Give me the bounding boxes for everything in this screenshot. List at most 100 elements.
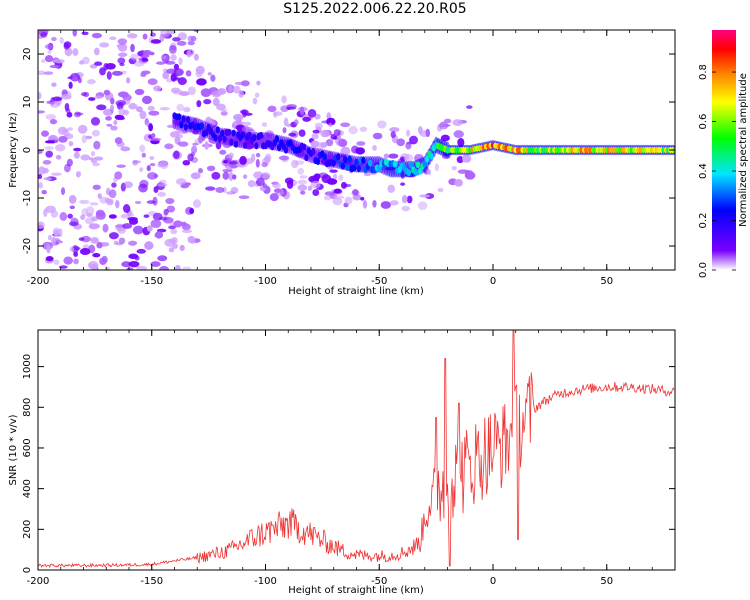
spectrogram-noise-cell (241, 125, 250, 134)
spectrogram-noise-cell (103, 89, 111, 96)
spectrogram-noise-cell (148, 123, 153, 132)
spectrogram-noise-cell (157, 183, 168, 187)
spectrogram-noise-cell (173, 150, 180, 159)
spectrogram-ridge-cell (352, 164, 357, 172)
spectrogram-noise-cell (176, 40, 187, 46)
spectrogram-noise-cell (409, 135, 419, 145)
spectrogram-noise-cell (77, 124, 88, 134)
spectrogram-noise-cell (333, 195, 345, 200)
spectrogram-noise-cell (134, 255, 140, 261)
spectrogram-noise-cell (140, 72, 147, 77)
spectrogram-ridge-cell (315, 157, 321, 165)
x-tick-label: -150 (140, 576, 163, 587)
spectrogram-noise-cell (40, 31, 48, 38)
spectrogram-noise-cell (203, 99, 212, 105)
spectrogram-noise-cell (73, 258, 79, 265)
snr-marks (38, 330, 675, 569)
spectrogram-noise-cell (454, 179, 463, 187)
spectrogram-noise-cell (81, 31, 89, 36)
spectrogram-noise-cell (73, 147, 82, 152)
spectrogram-noise-cell (297, 184, 308, 191)
spectrogram-noise-cell (147, 172, 158, 180)
spectrogram-noise-cell (79, 60, 85, 65)
spectrogram-noise-cell (41, 130, 50, 137)
spectrogram-noise-cell (53, 259, 60, 265)
spectrogram-noise-cell (232, 113, 244, 121)
spectrogram-noise-cell (71, 76, 78, 81)
spectrogram-noise-cell (310, 140, 320, 148)
spectrogram-noise-cell (108, 189, 117, 199)
spectrogram-noise-cell (178, 141, 189, 147)
spectrogram-ridge-cell (361, 156, 366, 164)
spectrogram-noise-cell (149, 163, 156, 167)
spectrogram-ridge-cell (345, 164, 350, 172)
spectrogram-noise-cell (250, 153, 256, 162)
spectrogram-noise-cell (90, 116, 101, 126)
spectrogram-noise-cell (174, 264, 181, 270)
spectrogram-ridge-cell (340, 162, 346, 170)
spectrogram-noise-cell (332, 173, 338, 180)
spectrogram-noise-cell (41, 58, 46, 64)
spectrogram-ridge-cell (185, 116, 191, 124)
spectrogram-noise-cell (64, 163, 71, 173)
spectrogram-noise-cell (288, 132, 297, 137)
spectrogram-noise-cell (58, 228, 63, 238)
spectrogram-noise-cell (128, 240, 138, 246)
spectrogram-noise-cell (191, 145, 198, 154)
spectrogram-ridge-cell (229, 138, 234, 146)
spectrogram-noise-cell (187, 153, 194, 162)
spectrogram-noise-cell (342, 183, 352, 188)
spectrogram-noise-cell (338, 174, 344, 181)
spectrogram-noise-cell (329, 169, 338, 173)
spectrogram-noise-cell (109, 36, 117, 41)
spectrogram-noise-cell (47, 234, 52, 241)
spectrogram-noise-cell (142, 33, 148, 40)
spectrogram-noise-cell (190, 172, 201, 180)
spectrogram-noise-cell (348, 125, 358, 135)
x-tick-label: -200 (27, 576, 50, 587)
spectrogram-noise-cell (273, 188, 282, 193)
spectrogram-noise-cell (380, 201, 392, 209)
spectrogram-noise-cell (181, 229, 193, 234)
spectrogram-noise-cell (62, 131, 71, 137)
colorbar-scale (712, 30, 736, 270)
spectrogram-noise-cell (120, 146, 131, 152)
spectrogram-noise-cell (255, 158, 260, 168)
spectrogram-ridge-cell (283, 146, 289, 154)
spectrogram-noise-cell (307, 185, 313, 191)
spectrogram-ridge-cell (181, 115, 186, 123)
spectrogram-noise-cell (159, 107, 170, 111)
spectrogram-noise-cell (141, 95, 152, 105)
spectrogram-noise-cell (168, 225, 176, 230)
spectrogram-noise-cell (179, 244, 185, 252)
spectrogram-noise-cell (195, 69, 203, 78)
spectrogram-noise-cell (147, 78, 158, 86)
spectrogram-noise-cell (180, 183, 190, 189)
spectrogram-noise-cell (175, 178, 187, 185)
spectrogram-noise-cell (126, 77, 131, 84)
colorbar-label: Normalized spectral amplitude (738, 73, 749, 227)
x-tick-label: 0 (490, 276, 496, 287)
spectrogram-noise-cell (333, 129, 341, 136)
spectrogram-noise-cell (291, 159, 299, 169)
spectrogram-noise-cell (222, 168, 233, 173)
spectrogram-noise-cell (138, 183, 148, 193)
spectrogram-noise-cell (91, 32, 103, 39)
spectrogram-noise-cell (403, 153, 414, 162)
spectrogram-noise-cell (68, 194, 77, 204)
snr-x-axis-label: Height of straight line (km) (288, 585, 424, 596)
spectrogram-noise-cell (137, 57, 143, 62)
spectrogram-noise-cell (54, 59, 65, 64)
spectrogram-ridge-cell (215, 126, 220, 134)
spectrogram-noise-cell (311, 133, 319, 140)
spectrogram-noise-cell (344, 196, 353, 205)
spectrogram-noise-cell (67, 213, 73, 219)
spectrogram-noise-cell (299, 106, 305, 116)
spectrogram-noise-cell (211, 90, 221, 98)
x-tick-label: -100 (254, 576, 277, 587)
spectrogram-noise-cell (400, 182, 406, 186)
spectrogram-noise-cell (55, 154, 62, 160)
colorbar-tick-label: 0.8 (698, 64, 709, 80)
spectrogram-x-axis-label: Height of straight line (km) (288, 286, 424, 297)
spectrogram-noise-cell (405, 141, 412, 150)
